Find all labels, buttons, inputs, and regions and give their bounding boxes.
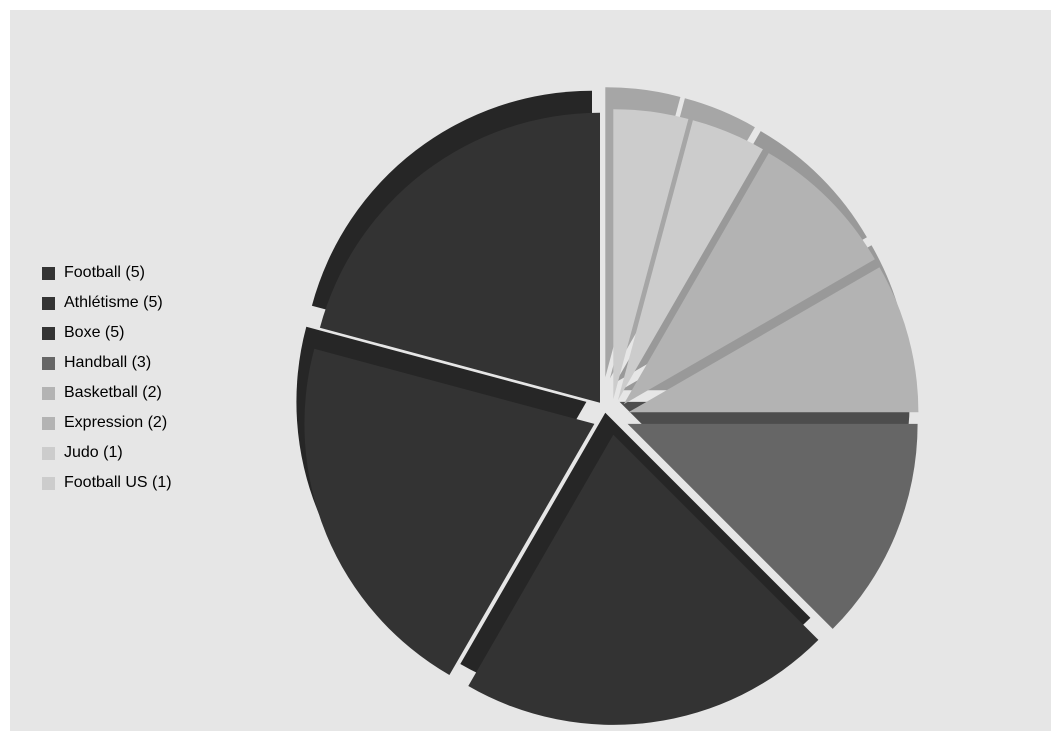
pie-slice — [617, 120, 763, 401]
pie-slice — [623, 153, 875, 405]
legend-label: Football (5) — [64, 264, 145, 281]
legend-swatch — [42, 296, 55, 310]
legend-swatch — [42, 416, 55, 430]
legend-swatch — [42, 326, 55, 340]
pie-slice — [613, 109, 689, 400]
legend-label: Athlétisme (5) — [64, 294, 163, 311]
legend-swatch — [42, 476, 55, 490]
pie-slice — [319, 112, 600, 403]
legend-swatch — [42, 386, 55, 400]
pie-slice — [628, 267, 919, 413]
legend-item: Judo (1) — [42, 438, 172, 468]
pie-slice — [468, 434, 819, 725]
legend-item: Handball (3) — [42, 348, 172, 378]
legend-label: Football US (1) — [64, 474, 172, 491]
legend: Football (5) Athlétisme (5) Boxe (5) Han… — [42, 258, 172, 498]
legend-label: Handball (3) — [64, 354, 152, 371]
legend-swatch — [42, 446, 55, 460]
pie-slice — [304, 348, 595, 675]
legend-label: Basketball (2) — [64, 384, 162, 401]
legend-item: Football US (1) — [42, 468, 172, 498]
legend-item: Athlétisme (5) — [42, 288, 172, 318]
pie-slice — [627, 423, 918, 629]
legend-item: Football (5) — [42, 258, 172, 288]
legend-label: Judo (1) — [64, 444, 123, 461]
legend-item: Boxe (5) — [42, 318, 172, 348]
legend-label: Expression (2) — [64, 414, 168, 431]
legend-label: Boxe (5) — [64, 324, 125, 341]
legend-item: Basketball (2) — [42, 378, 172, 408]
legend-swatch — [42, 266, 55, 280]
legend-swatch — [42, 356, 55, 370]
legend-item: Expression (2) — [42, 408, 172, 438]
